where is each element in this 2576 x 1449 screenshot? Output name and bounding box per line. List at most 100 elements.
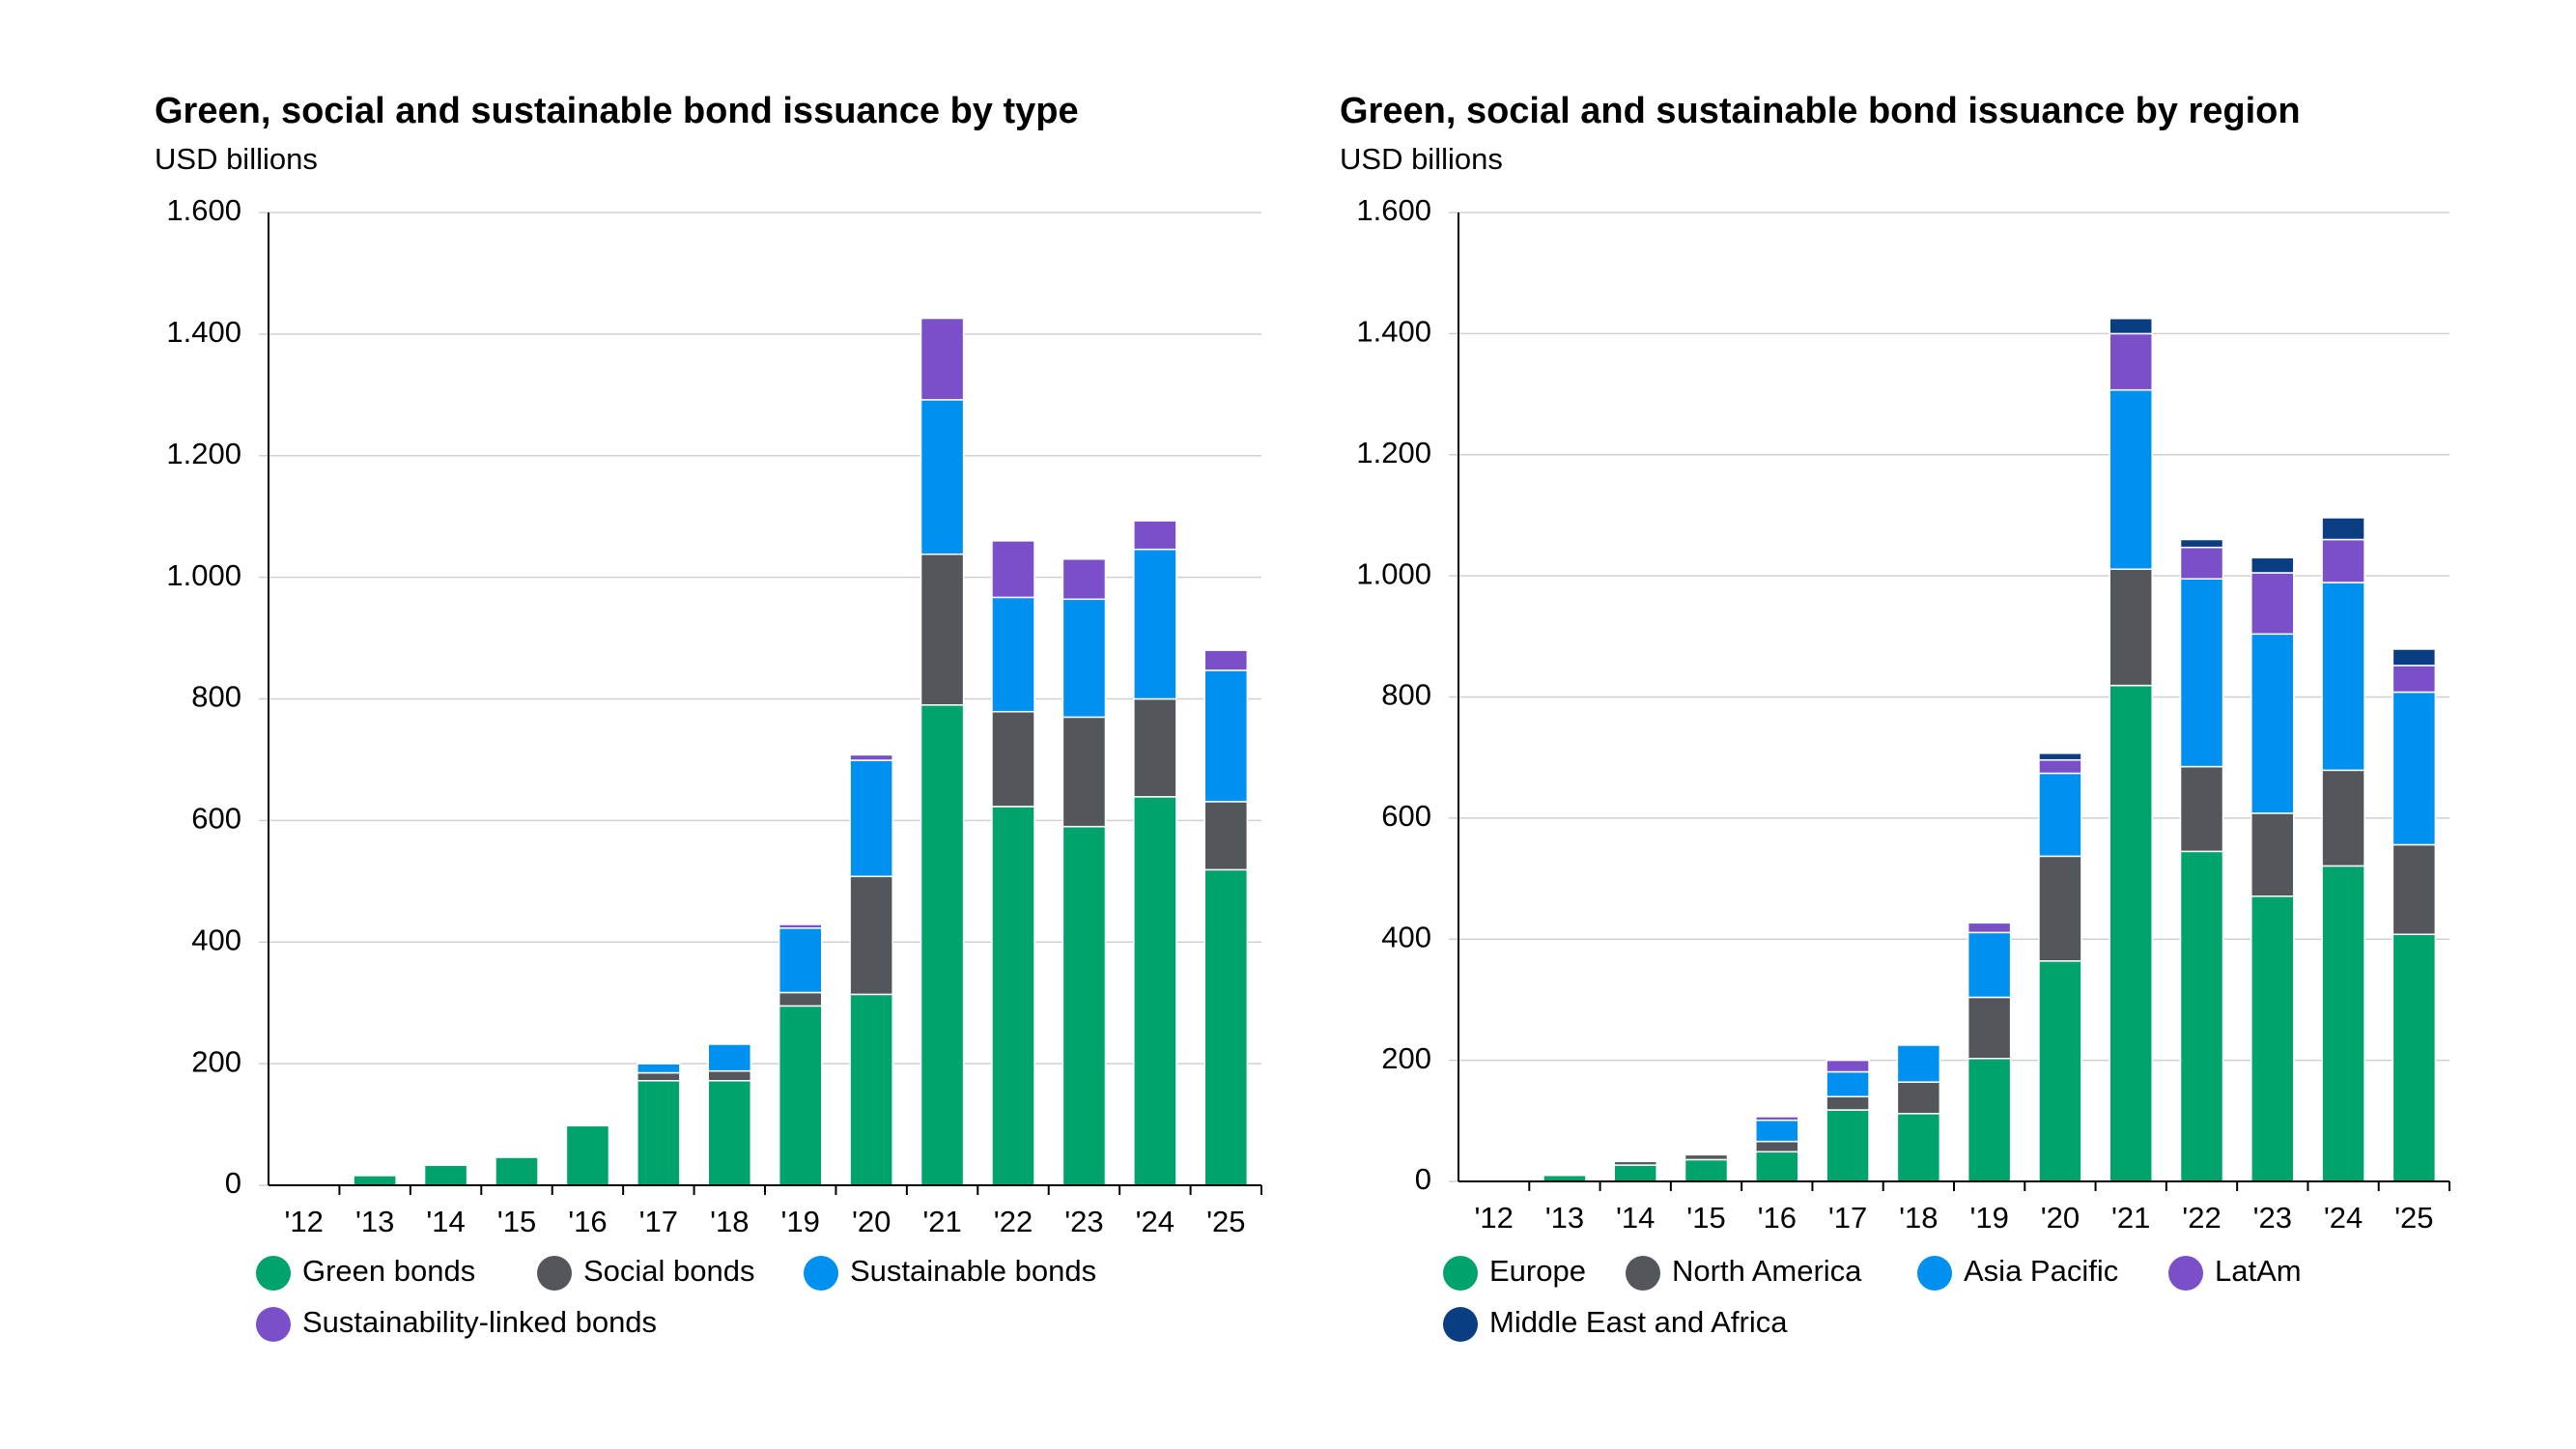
bar-segment — [2321, 865, 2365, 1182]
bar-segment — [707, 1043, 752, 1072]
x-tick-label: '15 — [497, 1205, 536, 1238]
bar-segment — [1826, 1095, 1870, 1111]
bar-segment — [778, 923, 823, 929]
bar-segment — [2392, 648, 2437, 667]
bar-segment — [2250, 812, 2295, 897]
y-tick-label: 400 — [1381, 920, 1431, 953]
x-tick-label: '17 — [1828, 1201, 1867, 1235]
bar-segment — [1755, 1140, 1799, 1153]
x-tick-label: '19 — [1969, 1201, 2008, 1235]
bar-segment — [2038, 753, 2082, 761]
chart-title: Green, social and sustainable bond issua… — [1340, 91, 2301, 131]
bar-segment — [2250, 895, 2295, 1182]
legend-label: Middle East and Africa — [1489, 1305, 1788, 1339]
bar-segment — [1896, 1081, 1941, 1115]
x-tick-label: '12 — [285, 1205, 324, 1238]
bar-segment — [1684, 1158, 1729, 1182]
bar-segment — [637, 1079, 681, 1186]
bar-segment — [1826, 1109, 1870, 1182]
y-tick-label: 600 — [191, 802, 241, 836]
bar-segment — [2109, 332, 2153, 391]
bar-segment — [920, 704, 965, 1186]
x-tick-label: '19 — [781, 1205, 820, 1238]
bar-segment — [637, 1063, 681, 1074]
bar-segment — [1826, 1070, 1870, 1097]
bar-segment — [778, 991, 823, 1008]
bar-segment — [920, 553, 965, 706]
bar-segment — [637, 1071, 681, 1082]
y-tick-label: 800 — [1381, 678, 1431, 712]
x-tick-label: '16 — [568, 1205, 607, 1238]
bar-segment — [1755, 1151, 1799, 1182]
bar-segment — [991, 806, 1035, 1186]
bar-segment — [778, 927, 823, 994]
bar-segment — [2109, 684, 2153, 1182]
bar-segment — [849, 875, 893, 996]
bar-segment — [991, 596, 1035, 713]
x-tick-label: '14 — [1616, 1201, 1655, 1235]
y-axis-unit: USD billions — [155, 142, 318, 176]
x-tick-label: '16 — [1758, 1201, 1797, 1235]
x-tick-label: '13 — [355, 1205, 394, 1238]
bar-segment — [1133, 697, 1177, 798]
bar-segment — [1684, 1153, 1729, 1161]
x-tick-label: '23 — [1064, 1205, 1103, 1238]
legend-label: North America — [1672, 1254, 1862, 1288]
y-tick-label: 1.400 — [166, 315, 241, 349]
bar-segment — [2179, 850, 2224, 1182]
bar-segment — [778, 1005, 823, 1186]
x-tick-label: '23 — [2253, 1201, 2292, 1235]
y-tick-label: 400 — [191, 923, 241, 956]
bar-segment — [1133, 548, 1177, 700]
bar-segment — [1967, 922, 2012, 934]
bar-segment — [1755, 1119, 1799, 1143]
x-tick-label: '20 — [852, 1205, 891, 1238]
y-tick-label: 1.400 — [1356, 315, 1431, 349]
legend-label: Green bonds — [302, 1254, 475, 1288]
bar-segment — [1062, 825, 1107, 1186]
legend-marker — [256, 1256, 291, 1291]
y-tick-label: 1.000 — [166, 558, 241, 592]
bar-segment — [1133, 796, 1177, 1186]
bar-segment — [1062, 598, 1107, 719]
bar-segment — [2321, 517, 2365, 541]
y-tick-label: 200 — [191, 1044, 241, 1078]
bar-segment — [2038, 855, 2082, 962]
legend-marker — [1443, 1307, 1478, 1342]
bar-segment — [2109, 568, 2153, 687]
x-tick-label: '22 — [994, 1205, 1033, 1238]
x-tick-label: '15 — [1686, 1201, 1725, 1235]
bar-segment — [1967, 931, 2012, 999]
bar-segment — [2392, 933, 2437, 1182]
bar-segment — [2392, 843, 2437, 935]
bar-segment — [2321, 769, 2365, 867]
bar-segment — [920, 317, 965, 401]
bar-segment — [920, 399, 965, 555]
bar-segment — [2321, 538, 2365, 583]
x-tick-label: '20 — [2041, 1201, 2080, 1235]
legend-label: Sustainability-linked bonds — [302, 1305, 657, 1339]
bar-segment — [2250, 572, 2295, 636]
bar-segment — [2179, 765, 2224, 853]
bar-segment — [2179, 578, 2224, 768]
bar-segment — [1613, 1164, 1657, 1182]
bar-segment — [707, 1079, 752, 1186]
y-tick-label: 0 — [1415, 1162, 1431, 1196]
y-axis-unit: USD billions — [1340, 142, 1503, 176]
legend-marker — [537, 1256, 572, 1291]
legend-marker — [1626, 1256, 1660, 1291]
x-tick-label: '14 — [426, 1205, 465, 1238]
y-tick-label: 1.200 — [1356, 436, 1431, 469]
legend-label: Sustainable bonds — [850, 1254, 1096, 1288]
legend-marker — [256, 1307, 291, 1342]
bar-segment — [1896, 1044, 1941, 1083]
bar-segment — [1613, 1160, 1657, 1166]
bar-segment — [1755, 1116, 1799, 1122]
x-tick-label: '21 — [2111, 1201, 2150, 1235]
bar-segment — [707, 1069, 752, 1082]
y-tick-label: 600 — [1381, 799, 1431, 833]
bar-segment — [2109, 388, 2153, 570]
bar-segment — [2250, 556, 2295, 574]
bar-segment — [991, 540, 1035, 599]
